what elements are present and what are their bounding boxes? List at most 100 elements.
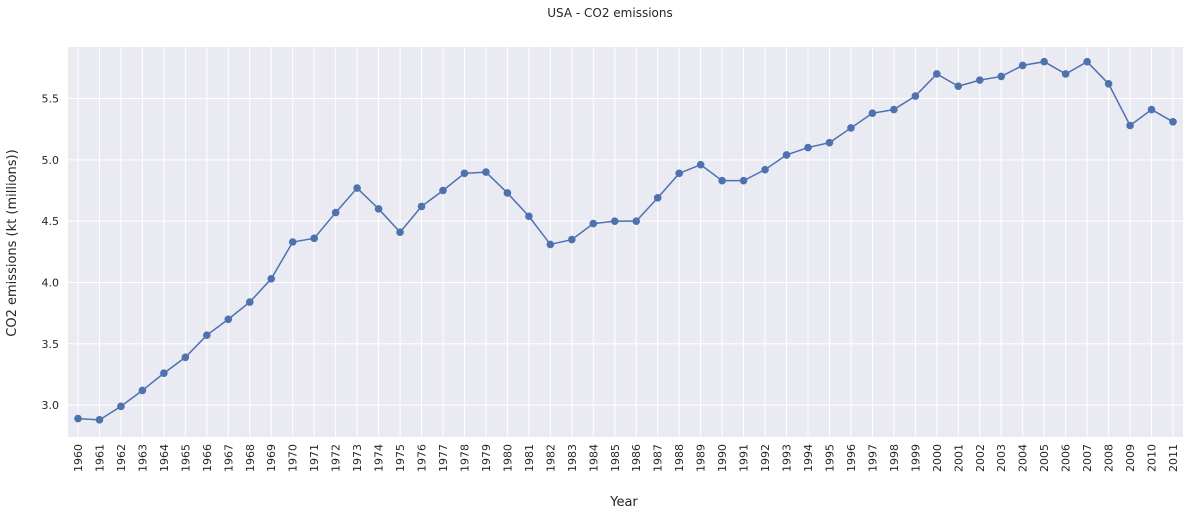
data-point [482, 168, 490, 176]
data-point [181, 353, 190, 362]
data-point [138, 386, 147, 395]
data-point [696, 160, 705, 169]
data-point [1018, 61, 1027, 70]
x-tick-label: 1974 [373, 444, 386, 472]
x-tick-label: 2006 [1060, 444, 1073, 472]
x-tick-label: 1987 [652, 444, 665, 472]
data-point [911, 92, 920, 100]
data-point [718, 176, 726, 185]
data-point [761, 165, 769, 174]
data-point [804, 143, 812, 152]
data-point [890, 105, 898, 114]
x-tick-label: 1992 [759, 444, 772, 472]
y-tick-label: 5.5 [42, 93, 60, 106]
x-tick-label: 1967 [222, 444, 235, 472]
data-point [1083, 57, 1091, 66]
x-tick-label: 1971 [308, 444, 321, 472]
x-tick-label: 1989 [695, 444, 708, 472]
x-tick-label: 1997 [866, 444, 879, 472]
x-tick-label: 1991 [738, 444, 751, 472]
data-point [933, 70, 941, 78]
data-points [74, 57, 1177, 424]
data-point [632, 217, 641, 225]
y-tick-label: 4.5 [42, 215, 60, 228]
chart-title: USA - CO2 emissions [547, 6, 673, 20]
data-point [847, 124, 855, 132]
data-point [546, 240, 555, 249]
x-tick-label: 1977 [437, 444, 450, 472]
x-tick-label: 2007 [1081, 444, 1094, 472]
x-tick-label: 1963 [136, 444, 149, 472]
x-tick-label: 2008 [1103, 444, 1116, 472]
x-tick-label: 1980 [501, 444, 514, 472]
data-point [589, 219, 598, 228]
y-tick-label: 4.0 [42, 276, 60, 289]
x-tick-label: 1996 [845, 444, 858, 472]
x-tick-label: 2009 [1124, 444, 1137, 472]
data-point [396, 228, 404, 236]
x-axis-label: Year [609, 495, 638, 510]
x-tick-label: 1984 [587, 444, 600, 472]
data-point [95, 416, 104, 424]
x-tick-label: 1965 [179, 444, 192, 472]
plot-background [68, 47, 1183, 437]
data-point [675, 169, 683, 178]
x-tick-label: 1999 [909, 444, 922, 472]
x-tick-label: 1985 [609, 444, 622, 472]
data-point [245, 298, 254, 306]
x-tick-label: 1975 [394, 444, 407, 472]
data-point [353, 184, 361, 192]
y-tick-label: 3.0 [42, 399, 60, 412]
x-tick-label: 2000 [931, 444, 944, 472]
x-tick-labels: 1960 1961 1962 1963 1964 1965 1966 1967 1968 1969… [72, 444, 1180, 472]
data-point [1147, 105, 1156, 114]
x-tick-label: 1994 [802, 444, 815, 472]
data-point [74, 414, 82, 423]
data-point [782, 151, 791, 159]
data-point [653, 194, 662, 202]
x-tick-label: 2010 [1146, 444, 1159, 472]
x-tick-label: 1964 [158, 444, 171, 472]
x-tick-label: 2005 [1038, 444, 1051, 472]
x-tick-label: 1972 [330, 444, 343, 472]
x-tick-label: 1986 [630, 444, 643, 472]
x-tick-label: 1966 [201, 444, 214, 472]
x-tick-label: 1983 [566, 444, 579, 472]
x-tick-label: 1982 [544, 444, 557, 472]
data-point [610, 217, 619, 225]
data-point [739, 176, 748, 185]
x-tick-label: 2001 [952, 444, 965, 472]
y-axis-label: CO2 emissions (kt (millions)) [5, 149, 20, 336]
data-point [439, 186, 447, 195]
x-tick-label: 2003 [995, 444, 1008, 472]
data-point [997, 72, 1006, 81]
data-point [417, 202, 426, 211]
data-point [374, 205, 383, 213]
grid [68, 47, 1183, 437]
x-tick-label: 2011 [1167, 444, 1180, 472]
data-point [825, 138, 834, 147]
data-point [310, 234, 318, 243]
x-tick-label: 1995 [823, 444, 836, 472]
data-point [288, 238, 297, 246]
data-point [1126, 121, 1134, 130]
x-tick-label: 1998 [888, 444, 901, 472]
x-tick-label: 1981 [523, 444, 536, 472]
x-tick-label: 2004 [1017, 444, 1030, 472]
data-point [331, 208, 340, 217]
x-tick-label: 1960 [72, 444, 85, 472]
data-point [203, 331, 211, 340]
series-line [77, 60, 1174, 421]
x-tick-label: 1969 [265, 444, 278, 472]
x-tick-label: 1961 [93, 444, 106, 472]
data-point [975, 76, 984, 84]
data-point [1104, 79, 1113, 88]
x-tick-label: 1970 [287, 444, 300, 472]
data-point [954, 82, 963, 91]
x-tick-label: 1978 [458, 444, 471, 472]
data-point [1040, 57, 1048, 66]
y-tick-labels: 3.0 3.5 4.0 4.5 5.0 5.5 [42, 93, 60, 413]
x-tick-label: 1968 [244, 444, 257, 472]
x-tick-label: 1973 [351, 444, 364, 472]
